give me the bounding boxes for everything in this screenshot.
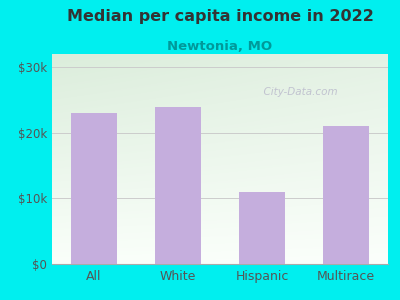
Bar bbox=[239, 192, 285, 264]
Text: Median per capita income in 2022: Median per capita income in 2022 bbox=[66, 9, 374, 24]
Bar bbox=[155, 106, 201, 264]
Bar bbox=[71, 113, 117, 264]
Text: Newtonia, MO: Newtonia, MO bbox=[168, 40, 272, 53]
Bar bbox=[323, 126, 369, 264]
Text: City-Data.com: City-Data.com bbox=[257, 87, 338, 97]
